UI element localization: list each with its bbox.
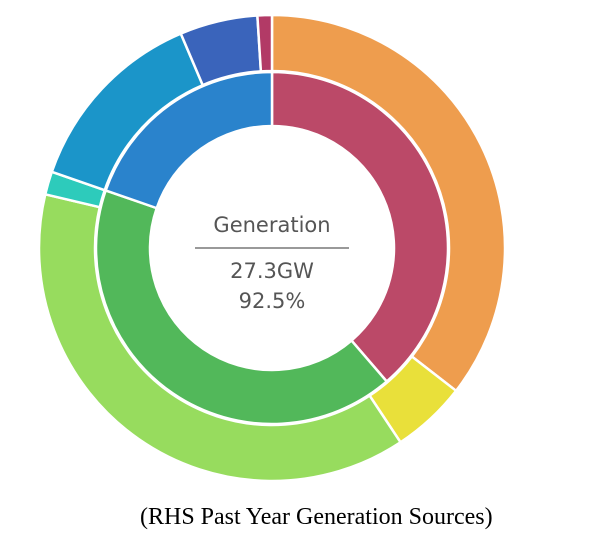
inner-ring-slice-1 xyxy=(270,70,450,383)
inner-ring-slice-2 xyxy=(94,189,388,426)
center-title: Generation xyxy=(213,213,330,237)
inner-ring xyxy=(94,70,450,426)
chart-caption: (RHS Past Year Generation Sources) xyxy=(140,504,493,530)
donut-chart: Generation 27.3GW 92.5% xyxy=(37,13,507,483)
center-value: 27.3GW xyxy=(230,259,314,283)
inner-ring-slice-3 xyxy=(104,70,274,210)
outer-ring-slice-7 xyxy=(256,13,274,73)
outer-ring xyxy=(37,13,507,483)
center-percent: 92.5% xyxy=(239,289,306,313)
outer-ring-slice-3 xyxy=(37,193,402,483)
